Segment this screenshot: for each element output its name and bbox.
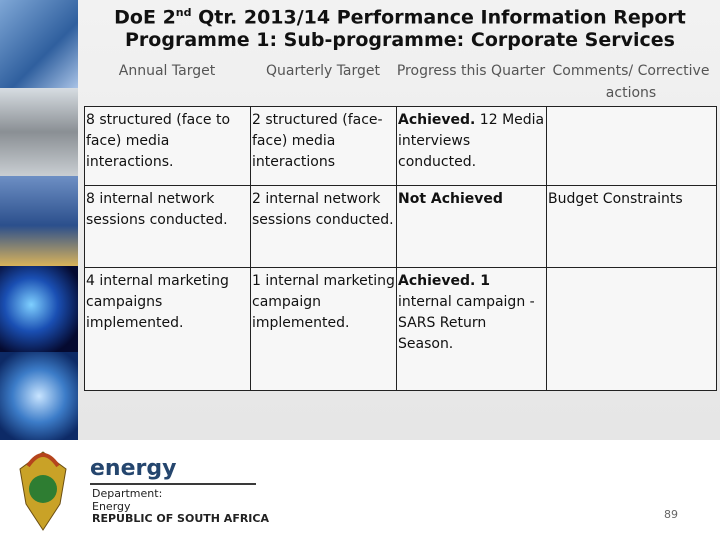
cell-text: 1 internal marketing campaign implemente… [252, 273, 395, 331]
column-header: Comments/ Corrective actions [552, 63, 710, 101]
cell-text: 8 internal network sessions conducted. [86, 191, 228, 228]
footer: energy Department: Energy REPUBLIC OF SO… [0, 440, 720, 540]
title-line: DoE 2nd Qtr. 2013/14 Performance Informa… [114, 6, 686, 29]
brand: energy [90, 456, 177, 481]
dept-label: Department: [92, 487, 163, 500]
table-cell: 8 structured (face to face) media intera… [84, 106, 251, 186]
cell-emphasis: Achieved. [398, 112, 476, 128]
title-line: Programme 1: Sub-programme: Corporate Se… [125, 29, 675, 51]
cell-text: 2 structured (face-face) media interacti… [252, 112, 383, 170]
photo-gas-flame [0, 266, 78, 352]
cell-text: 2 internal network sessions conducted. [252, 191, 394, 228]
column-header: Quarterly Target [265, 63, 381, 79]
photo-bulb [0, 352, 78, 440]
table-cell [546, 267, 717, 391]
table-cell: 8 internal network sessions conducted. [84, 185, 251, 268]
page-number: 89 [664, 508, 678, 521]
table-cell: 2 internal network sessions conducted. [250, 185, 397, 268]
cell-emphasis: Achieved. 1 [398, 273, 490, 289]
column-header: Annual Target [118, 63, 216, 79]
table-cell: 4 internal marketing campaigns implement… [84, 267, 251, 391]
coat-of-arms [19, 451, 67, 531]
cell-text: 12 Media interviews conducted. [398, 112, 545, 170]
photo-pipeline [0, 88, 78, 176]
cell-text: Budget Constraints [548, 191, 683, 207]
table-cell: Achieved. 12 Media interviews conducted. [396, 106, 547, 186]
table-cell: Budget Constraints [546, 185, 717, 268]
cell-text: 8 structured (face to face) media intera… [86, 112, 231, 170]
table-cell: 2 structured (face-face) media interacti… [250, 106, 397, 186]
table-cell: 1 internal marketing campaign implemente… [250, 267, 397, 391]
table-cell: Achieved. 1 internal campaign - SARS Ret… [396, 267, 547, 391]
photo-solar [0, 0, 78, 88]
photo-wind [0, 176, 78, 266]
dept-name: Energy [92, 500, 131, 513]
cell-text: 4 internal marketing campaigns implement… [86, 273, 229, 331]
cell-emphasis: Not Achieved [398, 191, 503, 207]
column-header: Progress this Quarter [396, 63, 546, 79]
cell-text: internal campaign - SARS Return Season. [398, 294, 535, 352]
country: REPUBLIC OF SOUTH AFRICA [92, 512, 269, 525]
table-cell: Not Achieved [396, 185, 547, 268]
table-cell [546, 106, 717, 186]
rule [90, 483, 256, 485]
